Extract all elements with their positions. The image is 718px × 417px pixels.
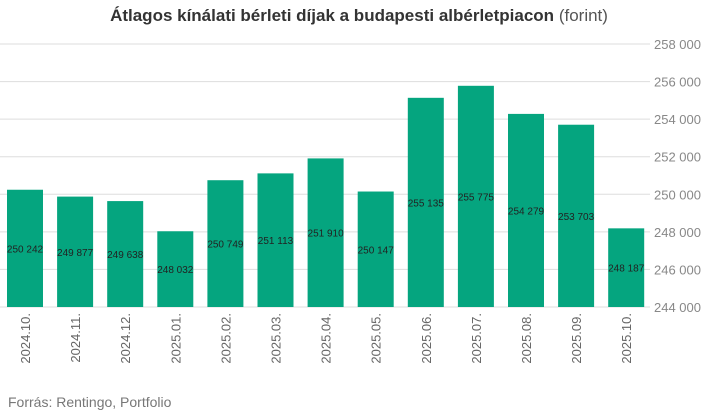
y-tick-label: 254 000	[654, 112, 701, 127]
data-label: 250 242	[7, 244, 44, 255]
x-tick-label: 2024.10.	[18, 313, 33, 364]
y-tick-label: 250 000	[654, 187, 701, 202]
x-tick-label: 2025.05.	[369, 313, 384, 364]
data-label: 251 910	[308, 229, 345, 240]
y-tick-label: 244 000	[654, 300, 701, 315]
bar	[608, 228, 645, 307]
data-label: 255 135	[408, 198, 445, 209]
bar	[107, 201, 144, 307]
x-tick-label: 2025.10.	[619, 313, 634, 364]
title-unit: (forint)	[558, 6, 608, 25]
x-tick-label: 2025.02.	[218, 313, 233, 364]
x-tick-label: 2025.04.	[319, 313, 334, 364]
data-label: 249 877	[57, 248, 94, 259]
data-label: 249 638	[107, 250, 144, 261]
x-tick-label: 2025.01.	[168, 313, 183, 364]
y-tick-label: 256 000	[654, 75, 701, 90]
x-tick-label: 2025.06.	[419, 313, 434, 364]
x-tick-label: 2024.11.	[68, 313, 83, 363]
data-label: 248 032	[157, 265, 194, 276]
chart-title: Átlagos kínálati bérleti díjak a budapes…	[0, 6, 718, 26]
x-tick-label: 2024.12.	[118, 313, 133, 364]
x-tick-label: 2025.07.	[469, 313, 484, 364]
data-label: 253 703	[558, 212, 595, 223]
x-tick-label: 2025.09.	[569, 313, 584, 364]
data-label: 250 147	[358, 245, 395, 256]
data-label: 248 187	[608, 264, 645, 275]
y-tick-label: 248 000	[654, 225, 701, 240]
x-tick-label: 2025.08.	[519, 313, 534, 364]
y-tick-label: 246 000	[654, 262, 701, 277]
bar	[558, 124, 595, 307]
bar	[307, 158, 344, 307]
bar	[157, 231, 194, 307]
bar	[7, 189, 43, 307]
bar	[207, 180, 244, 307]
data-label: 254 279	[508, 206, 545, 217]
bar	[257, 173, 294, 307]
y-tick-label: 252 000	[654, 150, 701, 165]
bar	[407, 97, 444, 307]
data-label: 251 113	[258, 236, 294, 247]
data-label: 250 749	[207, 240, 244, 251]
source-note: Forrás: Rentingo, Portfolio	[8, 394, 172, 410]
bar	[457, 85, 494, 307]
y-tick-label: 258 000	[654, 37, 701, 52]
data-label: 255 775	[458, 192, 495, 203]
bar	[57, 196, 94, 307]
title-main: Átlagos kínálati bérleti díjak a budapes…	[110, 6, 555, 25]
x-tick-label: 2025.03.	[269, 313, 284, 364]
bar	[508, 113, 544, 307]
bar	[357, 191, 394, 307]
